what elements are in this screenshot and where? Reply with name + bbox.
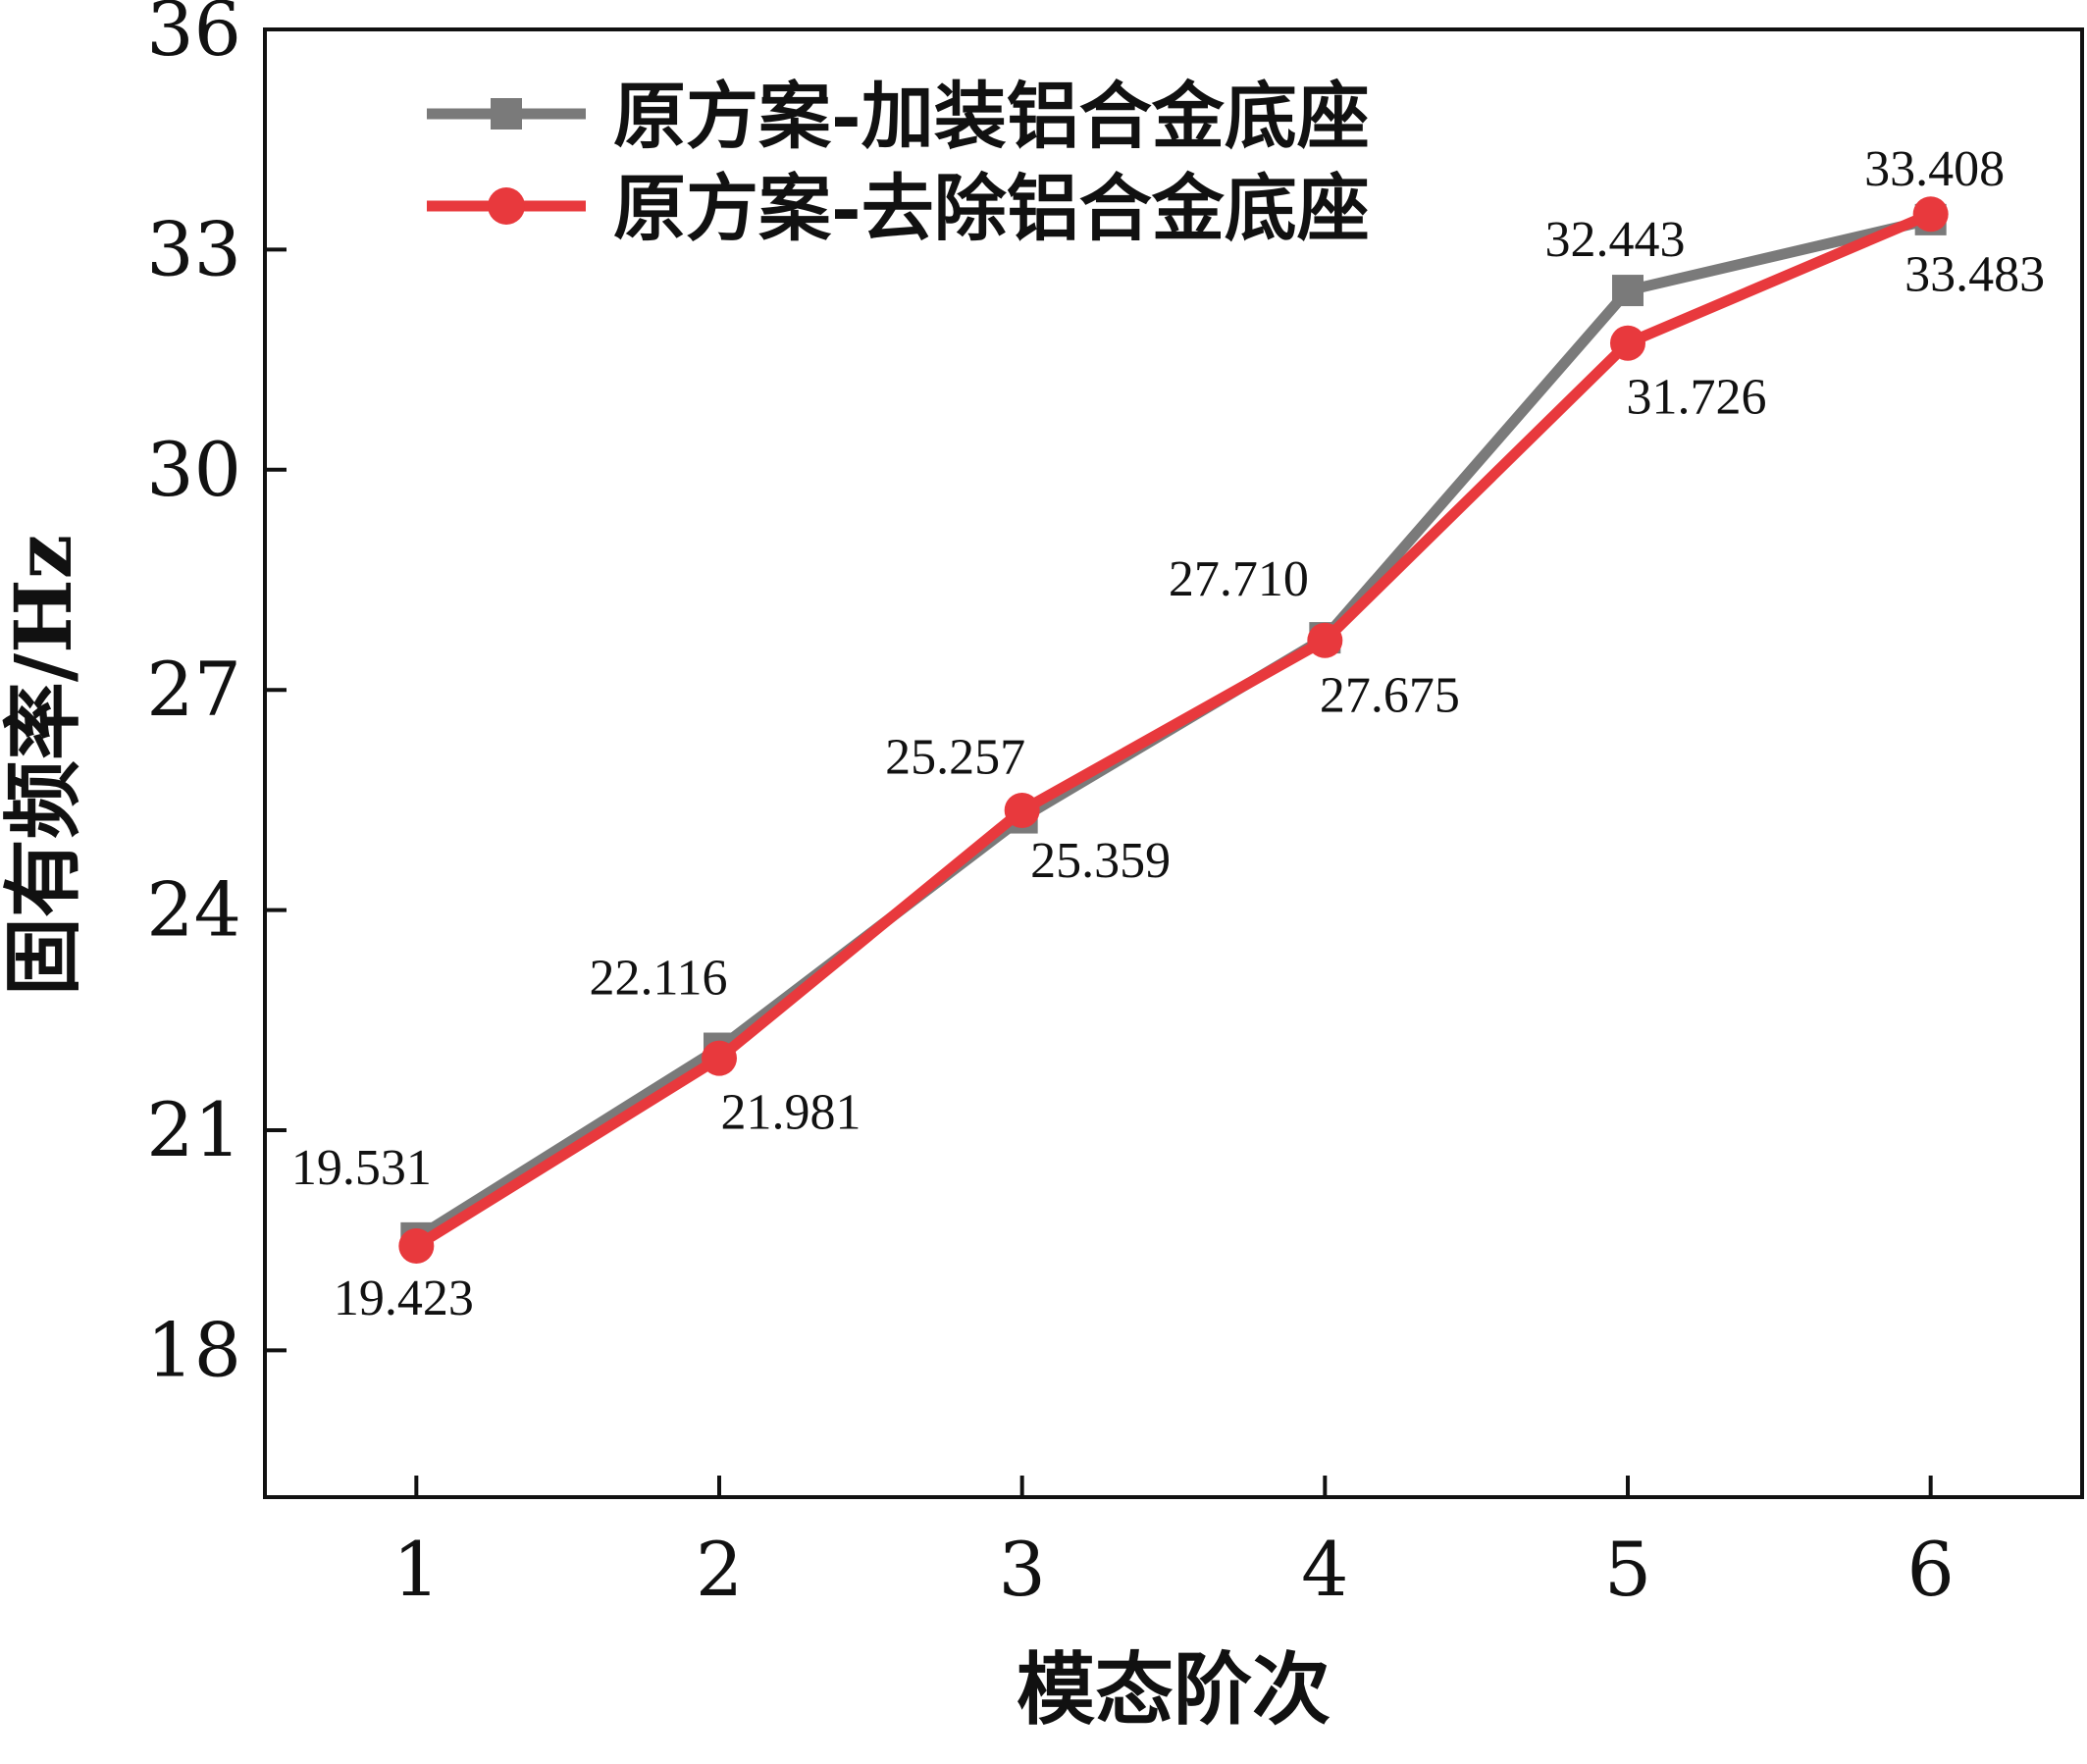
- legend-marker-circle: [488, 187, 525, 225]
- series-1-point: [1612, 275, 1644, 307]
- series-2-point: [1004, 792, 1040, 828]
- legend-label-2: 原方案-去除铝合金底座: [613, 167, 1370, 251]
- data-label-s1-p1: 19.531: [291, 1140, 432, 1196]
- x-tick-label: 4: [1301, 1526, 1348, 1613]
- data-label-s1-p6: 33.408: [1864, 141, 2005, 197]
- series-2-point: [702, 1040, 737, 1076]
- y-tick-label: 33: [146, 205, 241, 292]
- y-tick-label: 21: [146, 1086, 241, 1173]
- data-label-s2-p1: 19.423: [334, 1271, 474, 1326]
- data-label-s2-p6: 33.483: [1904, 246, 2045, 302]
- series-2-point: [1912, 196, 1949, 233]
- legend-marker-square: [491, 98, 522, 130]
- y-tick-label: 27: [146, 646, 241, 733]
- data-label-s1-p5: 32.443: [1545, 212, 1686, 268]
- data-labels: 19.531 22.116 25.257 27.710 32.443 33.408 19.4…: [291, 141, 2045, 1326]
- plot-frame: [263, 27, 2084, 1499]
- data-label-s1-p4: 27.710: [1169, 551, 1309, 607]
- data-label-s1-p3: 25.257: [885, 730, 1025, 786]
- y-tick-label: 36: [146, 0, 241, 73]
- y-tick-label: 18: [146, 1306, 241, 1393]
- x-tick-label: 3: [998, 1526, 1045, 1613]
- series-2-point: [1307, 622, 1343, 658]
- x-tick-label: 1: [392, 1526, 440, 1613]
- series-layer: [398, 196, 1949, 1264]
- data-label-s2-p2: 21.981: [721, 1085, 861, 1141]
- x-tick-label: 5: [1604, 1526, 1651, 1613]
- series-2-point: [1610, 325, 1645, 361]
- axes: 18 21 24 27 30 33 36 1 2 3 4 5 6: [146, 0, 2084, 1613]
- x-tick-label: 6: [1906, 1526, 1954, 1613]
- legend-label-1: 原方案-加装铝合金底座: [613, 75, 1370, 159]
- data-label-s2-p5: 31.726: [1627, 370, 1767, 426]
- data-label-s1-p2: 22.116: [589, 951, 727, 1007]
- y-axis-title: 固有频率/Hz: [0, 535, 89, 996]
- data-label-s2-p4: 27.675: [1320, 668, 1460, 724]
- x-axis-title: 模态阶次: [1017, 1643, 1330, 1736]
- series-2-point: [398, 1227, 435, 1264]
- y-tick-label: 24: [146, 866, 241, 954]
- series-line-2: [413, 209, 1933, 1251]
- data-label-s2-p3: 25.359: [1030, 833, 1171, 889]
- y-tick-label: 30: [146, 426, 241, 513]
- x-tick-label: 2: [696, 1526, 743, 1613]
